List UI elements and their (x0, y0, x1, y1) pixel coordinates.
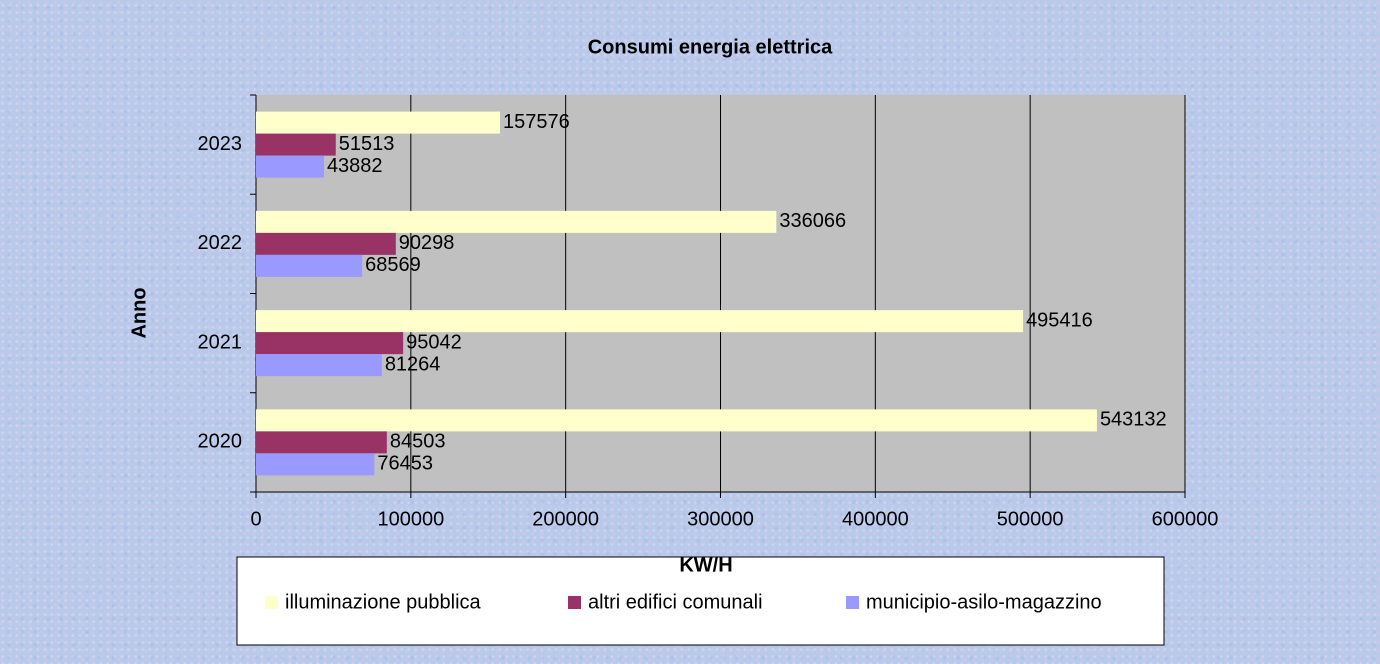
bar (256, 453, 375, 476)
x-tick-label: 200000 (532, 508, 599, 530)
y-axis-title: Anno (128, 287, 150, 338)
x-tick-label: 0 (250, 508, 261, 530)
data-label: 543132 (1100, 409, 1167, 431)
bar (256, 310, 1024, 333)
legend-swatch (265, 596, 278, 609)
bar (256, 133, 336, 156)
data-label: 90298 (399, 232, 455, 254)
bar (256, 210, 777, 233)
x-tick-label: 100000 (377, 508, 444, 530)
bar (256, 431, 387, 454)
bar (256, 254, 363, 277)
legend-swatch (568, 596, 581, 609)
data-label: 81264 (385, 353, 441, 375)
bar (256, 232, 396, 255)
x-tick-label: 300000 (687, 508, 754, 530)
y-tick-label: 2020 (198, 431, 243, 453)
legend-swatch (846, 596, 859, 609)
data-label: 157576 (503, 111, 570, 133)
x-tick-label: 400000 (842, 508, 909, 530)
legend-label: municipio-asilo-magazzino (866, 591, 1102, 613)
data-label: 95042 (406, 331, 462, 353)
x-axis-title: KW/H (679, 554, 732, 576)
data-label: 68569 (365, 254, 421, 276)
y-tick-label: 2022 (198, 232, 243, 254)
y-tick-label: 2023 (198, 133, 243, 155)
bar (256, 409, 1097, 432)
data-label: 43882 (327, 155, 383, 177)
bar (256, 155, 324, 178)
bar (256, 354, 382, 377)
data-label: 84503 (390, 431, 446, 453)
x-tick-label: 600000 (1152, 508, 1219, 530)
data-label: 336066 (779, 210, 846, 232)
legend-label: altri edifici comunali (588, 591, 763, 613)
bar (256, 332, 404, 355)
bar (256, 111, 500, 134)
x-tick-label: 500000 (997, 508, 1064, 530)
chart-title: Consumi energia elettrica (588, 36, 833, 58)
legend (236, 556, 1165, 646)
data-label: 495416 (1026, 309, 1093, 331)
data-label: 76453 (377, 453, 433, 475)
legend-label: illuminazione pubblica (285, 591, 482, 613)
data-label: 51513 (339, 133, 395, 155)
y-tick-label: 2021 (198, 331, 243, 353)
